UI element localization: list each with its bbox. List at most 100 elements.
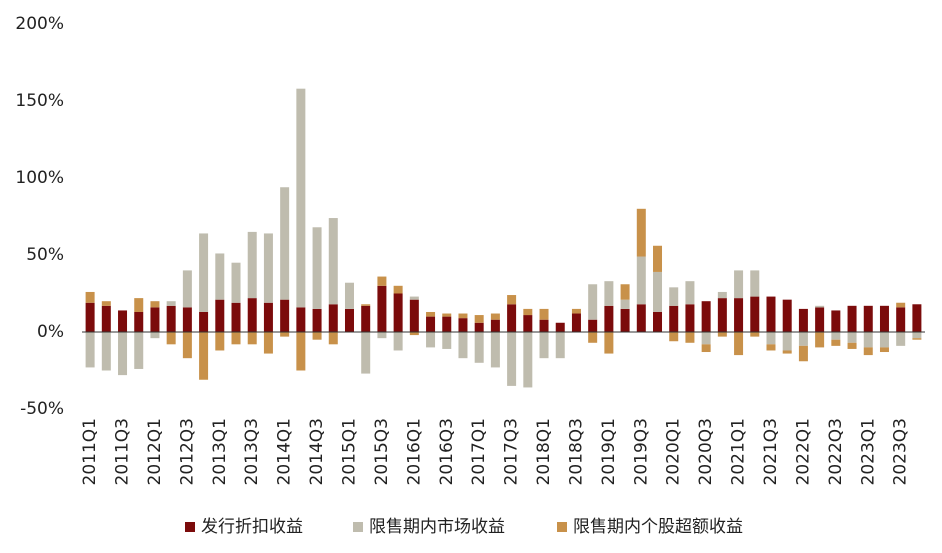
bar-segment xyxy=(312,332,322,340)
bar-segment xyxy=(150,307,160,332)
y-tick-label: 0% xyxy=(37,322,64,342)
bar-segment xyxy=(555,322,565,332)
bar-segment xyxy=(361,305,371,332)
bar-segment xyxy=(247,298,257,332)
bar-segment xyxy=(766,344,776,351)
bar-segment xyxy=(879,332,889,348)
x-tick-label: 2011Q3 xyxy=(113,418,133,485)
x-tick-label: 2015Q1 xyxy=(339,418,359,485)
bar-segment xyxy=(782,332,792,351)
bar-segment xyxy=(523,315,533,332)
bar-segment xyxy=(263,233,273,303)
x-tick-label: 2021Q1 xyxy=(729,418,749,485)
x-tick-label: 2022Q3 xyxy=(826,418,846,485)
legend-label: 限售期内个股超额收益 xyxy=(573,517,743,537)
bar-segment xyxy=(523,308,533,316)
bar-segment xyxy=(653,271,663,312)
bar-segment xyxy=(263,332,273,354)
y-tick-label: 150% xyxy=(15,91,64,111)
bar-segment xyxy=(685,304,695,332)
bar-segment xyxy=(182,307,192,332)
x-tick-label: 2023Q1 xyxy=(858,418,878,485)
bar-segment xyxy=(653,245,663,272)
bar-segment xyxy=(604,305,614,332)
bar-segment xyxy=(815,307,825,332)
bar-segment xyxy=(344,282,354,309)
bar-segment xyxy=(426,332,436,348)
bar-segment xyxy=(912,304,922,332)
bar-segment xyxy=(831,332,841,340)
x-tick-label: 2013Q1 xyxy=(210,418,230,485)
legend-swatch xyxy=(557,522,567,532)
x-tick-label: 2018Q1 xyxy=(534,418,554,485)
bar-segment xyxy=(361,332,371,374)
bar-segment xyxy=(393,285,403,294)
bar-segment xyxy=(896,307,906,332)
bar-segment xyxy=(507,295,517,305)
bar-segment xyxy=(604,332,614,354)
bar-segment xyxy=(604,281,614,306)
bar-segment xyxy=(815,305,825,308)
bar-segment xyxy=(669,287,679,306)
x-tick-label: 2014Q3 xyxy=(307,418,327,485)
bar-segment xyxy=(199,311,209,332)
bar-segment xyxy=(717,332,727,337)
bar-segment xyxy=(507,304,517,332)
bar-segment xyxy=(458,313,468,319)
bar-segment xyxy=(685,281,695,305)
bar-segment xyxy=(474,315,484,323)
y-tick-label: 50% xyxy=(26,245,64,265)
x-tick-label: 2017Q1 xyxy=(469,418,489,485)
bar-segment xyxy=(863,332,873,348)
bar-segment xyxy=(588,319,598,332)
bar-segment xyxy=(296,332,306,371)
bar-segment xyxy=(85,291,95,303)
bar-segment xyxy=(458,332,468,359)
bar-segment xyxy=(426,316,436,332)
bar-segment xyxy=(490,319,500,332)
bar-segment xyxy=(539,332,549,359)
y-tick-label: 100% xyxy=(15,168,64,188)
bar-segment xyxy=(798,345,808,362)
bar-segment xyxy=(717,291,727,299)
bar-segment xyxy=(798,332,808,346)
bar-segment xyxy=(296,307,306,332)
bar-segment xyxy=(393,293,403,332)
legend-label: 发行折扣收益 xyxy=(201,517,303,537)
bar-segment xyxy=(701,301,711,332)
x-tick-label: 2021Q3 xyxy=(761,418,781,485)
x-tick-label: 2017Q3 xyxy=(502,418,522,485)
bar-segment xyxy=(555,332,565,359)
bar-segment xyxy=(507,332,517,386)
bar-segment xyxy=(620,299,630,309)
bar-segment xyxy=(101,301,111,306)
bar-segment xyxy=(199,332,209,380)
bar-segment xyxy=(750,270,760,297)
bar-segment xyxy=(912,338,922,340)
bar-segment xyxy=(782,350,792,354)
bar-segment xyxy=(166,301,176,306)
bar-segment xyxy=(118,310,128,332)
bar-segment xyxy=(717,298,727,332)
bar-segment xyxy=(361,304,371,306)
bar-segment xyxy=(166,332,176,345)
bar-segment xyxy=(426,311,436,317)
bar-segment xyxy=(831,310,841,332)
bar-segment xyxy=(523,332,533,388)
x-tick-label: 2022Q1 xyxy=(793,418,813,485)
bar-segment xyxy=(474,322,484,332)
bar-segment xyxy=(231,332,241,345)
bar-segment xyxy=(134,332,144,369)
bar-segment xyxy=(296,88,306,308)
bar-segment xyxy=(653,311,663,332)
bar-segment xyxy=(847,332,857,343)
bar-segment xyxy=(377,332,387,339)
x-tick-label: 2014Q1 xyxy=(275,418,295,485)
bar-segment xyxy=(750,332,760,337)
x-tick-label: 2020Q1 xyxy=(664,418,684,485)
bar-segment xyxy=(896,302,906,308)
bar-segment xyxy=(263,302,273,332)
bar-segment xyxy=(166,305,176,332)
legend-swatch xyxy=(185,522,195,532)
